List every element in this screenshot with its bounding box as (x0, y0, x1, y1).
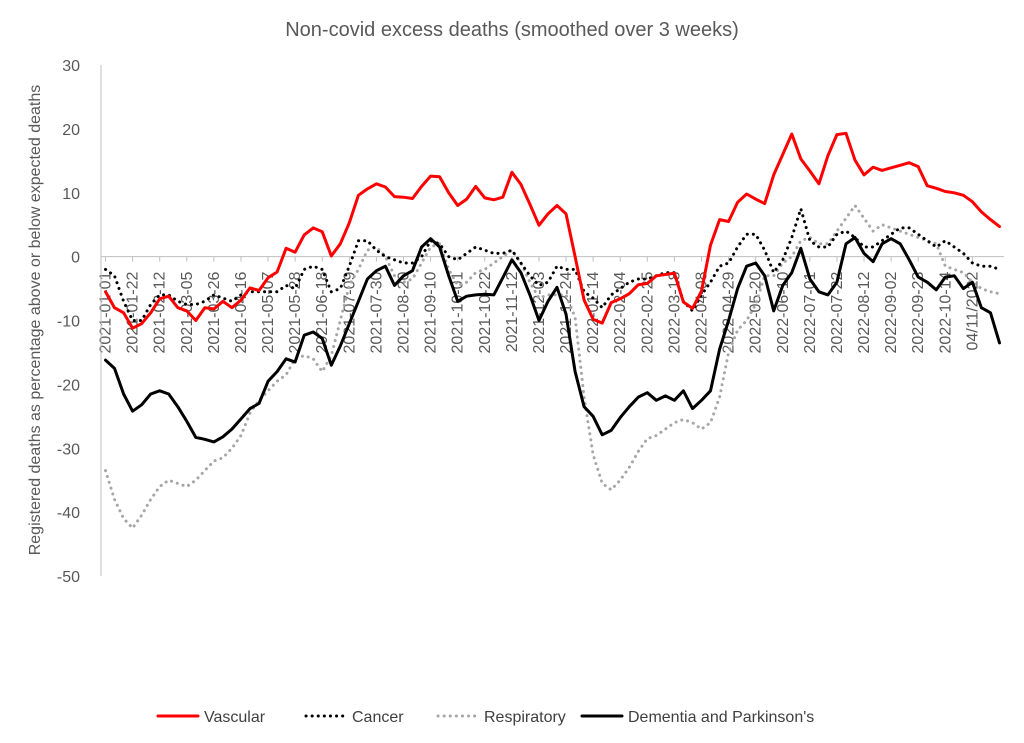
x-tick-label: 2021-12-03 (531, 272, 548, 354)
legend-label: Dementia and Parkinson's (628, 709, 814, 726)
x-tick-label: 2022-07-22 (829, 272, 846, 354)
legend-label: Cancer (352, 709, 404, 726)
y-tick-label: 30 (62, 58, 80, 75)
axes (100, 65, 1004, 576)
y-axis-ticks: 30 20 10 0 -10 -20 -30 -40 -50 (57, 58, 80, 586)
x-tick-label: 2021-09-10 (423, 272, 440, 354)
chart-title: Non-covid excess deaths (smoothed over 3… (285, 19, 739, 41)
x-tick-label: 2021-07-09 (341, 272, 358, 354)
y-tick-label: -30 (57, 441, 80, 458)
x-tick-label: 2021-05-28 (287, 272, 304, 354)
y-tick-label: -50 (57, 569, 80, 586)
y-tick-label: -10 (57, 314, 80, 331)
x-tick-label: 2022-04-08 (693, 272, 710, 354)
x-tick-label: 2021-08-20 (396, 272, 413, 354)
y-tick-label: -20 (57, 377, 80, 394)
legend-label: Vascular (204, 709, 266, 726)
x-tick-label: 2021-02-12 (152, 272, 169, 354)
series-line-vascular (104, 131, 1001, 330)
legend: Vascular Cancer Respiratory Dementia and Pa… (156, 709, 814, 726)
x-axis-ticks: 2021-01-01 2021-01-22 2021-02-12 2021-03-05… (98, 256, 981, 354)
x-tick-label: 2021-11-12 (504, 272, 521, 353)
x-tick-label: 2021-10-22 (477, 272, 494, 354)
x-tick-label: 2021-01-01 (98, 272, 115, 354)
x-tick-label: 2021-03-26 (206, 272, 223, 354)
x-tick-label: 2022-09-02 (883, 272, 900, 354)
x-tick-label: 2022-01-14 (585, 272, 602, 354)
x-tick-label: 2021-04-16 (233, 272, 250, 354)
x-tick-label: 2022-05-20 (748, 272, 765, 354)
x-tick-label: 2021-07-30 (368, 272, 385, 354)
x-tick-label: 2021-01-22 (125, 272, 142, 354)
series-line-dementia-and-parkinson-s (104, 236, 1001, 444)
y-tick-label: 0 (71, 250, 80, 267)
y-tick-label: -40 (57, 505, 80, 522)
x-tick-label: 2021-06-18 (314, 272, 331, 354)
y-tick-label: 10 (62, 186, 80, 203)
x-tick-label: 2022-02-25 (639, 272, 656, 354)
x-tick-label: 2022-03-18 (666, 272, 683, 354)
series-lines (104, 131, 1001, 530)
x-tick-label: 2022-07-01 (802, 272, 819, 354)
y-tick-label: 20 (62, 122, 80, 139)
x-tick-label: 2022-09-23 (910, 272, 927, 354)
legend-label: Respiratory (484, 709, 566, 726)
x-tick-label: 2022-08-12 (856, 272, 873, 354)
x-tick-label: 2022-10-14 (937, 272, 954, 354)
y-axis-title: Registered deaths as percentage above or… (27, 85, 44, 556)
